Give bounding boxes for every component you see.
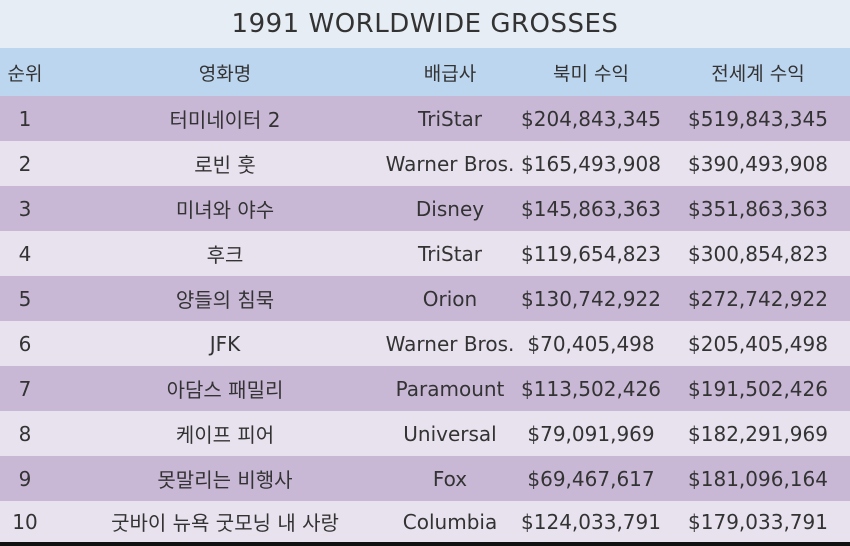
table-row: 10 굿바이 뉴욕 굿모닝 내 사랑 Columbia $124,033,791… bbox=[0, 501, 850, 542]
cell-rank: 6 bbox=[18, 331, 32, 356]
cell-worldwide: $181,096,164 bbox=[688, 466, 828, 491]
table-row: 7 아담스 패밀리 Paramount $113,502,426 $191,50… bbox=[0, 366, 850, 411]
cell-title: 터미네이터 2 bbox=[169, 108, 281, 132]
cell-distributor: Columbia bbox=[402, 509, 498, 534]
cell-distributor: TriStar bbox=[417, 241, 483, 266]
cell-domestic: $119,654,823 bbox=[521, 241, 661, 266]
cell-worldwide: $272,742,922 bbox=[688, 286, 828, 311]
header-distributor: 배급사 bbox=[423, 62, 477, 85]
cell-worldwide: $182,291,969 bbox=[688, 421, 828, 446]
cell-domestic: $113,502,426 bbox=[521, 376, 661, 401]
cell-title: JFK bbox=[209, 331, 241, 356]
cell-domestic: $70,405,498 bbox=[527, 331, 655, 356]
table-row: 6 JFK Warner Bros. $70,405,498 $205,405,… bbox=[0, 321, 850, 366]
cell-domestic: $204,843,345 bbox=[521, 106, 661, 131]
table-row: 9 못말리는 비행사 Fox $69,467,617 $181,096,164 bbox=[0, 456, 850, 501]
cell-title: 후크 bbox=[206, 243, 244, 267]
header-worldwide: 전세계 수익 bbox=[711, 62, 805, 85]
table-row: 8 케이프 피어 Universal $79,091,969 $182,291,… bbox=[0, 411, 850, 456]
cell-worldwide: $351,863,363 bbox=[688, 196, 828, 221]
cell-title: 굿바이 뉴욕 굿모닝 내 사랑 bbox=[111, 511, 339, 535]
cell-title: 케이프 피어 bbox=[175, 423, 275, 447]
cell-rank: 7 bbox=[18, 376, 32, 401]
table-header: 순위 영화명 배급사 북미 수익 전세계 수익 bbox=[0, 48, 850, 96]
table-row: 3 미녀와 야수 Disney $145,863,363 $351,863,36… bbox=[0, 186, 850, 231]
cell-worldwide: $179,033,791 bbox=[688, 509, 828, 534]
cell-rank: 10 bbox=[12, 509, 38, 534]
cell-title: 양들의 침묵 bbox=[175, 288, 275, 312]
header-domestic: 북미 수익 bbox=[553, 62, 629, 85]
cell-rank: 8 bbox=[18, 421, 32, 446]
cell-distributor: Paramount bbox=[395, 376, 505, 401]
cell-worldwide: $300,854,823 bbox=[688, 241, 828, 266]
cell-distributor: Orion bbox=[422, 286, 478, 311]
cell-rank: 9 bbox=[18, 466, 32, 491]
cell-rank: 2 bbox=[18, 151, 32, 176]
cell-distributor: Fox bbox=[432, 466, 468, 491]
cell-worldwide: $519,843,345 bbox=[688, 106, 828, 131]
cell-domestic: $165,493,908 bbox=[521, 151, 661, 176]
cell-domestic: $69,467,617 bbox=[527, 466, 655, 491]
header-title: 영화명 bbox=[198, 62, 252, 85]
table-row: 1 터미네이터 2 TriStar $204,843,345 $519,843,… bbox=[0, 96, 850, 141]
table-title: 1991 WORLDWIDE GROSSES bbox=[231, 9, 619, 39]
title-bar: 1991 WORLDWIDE GROSSES bbox=[0, 0, 850, 48]
cell-worldwide: $191,502,426 bbox=[688, 376, 828, 401]
cell-title: 미녀와 야수 bbox=[175, 198, 275, 222]
cell-domestic: $145,863,363 bbox=[521, 196, 661, 221]
table-row: 5 양들의 침묵 Orion $130,742,922 $272,742,922 bbox=[0, 276, 850, 321]
cell-distributor: TriStar bbox=[417, 106, 483, 131]
cell-distributor: Warner Bros. bbox=[385, 151, 515, 176]
cell-title: 로빈 훗 bbox=[194, 153, 256, 177]
cell-distributor: Universal bbox=[403, 421, 497, 446]
cell-domestic: $124,033,791 bbox=[521, 509, 661, 534]
cell-domestic: $79,091,969 bbox=[527, 421, 655, 446]
table-row: 4 후크 TriStar $119,654,823 $300,854,823 bbox=[0, 231, 850, 276]
bottom-border bbox=[0, 542, 850, 546]
cell-distributor: Warner Bros. bbox=[385, 331, 515, 356]
cell-rank: 5 bbox=[18, 286, 32, 311]
cell-title: 못말리는 비행사 bbox=[157, 468, 293, 492]
cell-title: 아담스 패밀리 bbox=[166, 378, 284, 402]
table-row: 2 로빈 훗 Warner Bros. $165,493,908 $390,49… bbox=[0, 141, 850, 186]
cell-worldwide: $205,405,498 bbox=[688, 331, 828, 356]
cell-distributor: Disney bbox=[415, 196, 485, 221]
cell-rank: 1 bbox=[18, 106, 32, 131]
cell-domestic: $130,742,922 bbox=[521, 286, 661, 311]
cell-rank: 4 bbox=[18, 241, 32, 266]
cell-worldwide: $390,493,908 bbox=[688, 151, 828, 176]
header-rank: 순위 bbox=[7, 62, 43, 85]
cell-rank: 3 bbox=[18, 196, 32, 221]
